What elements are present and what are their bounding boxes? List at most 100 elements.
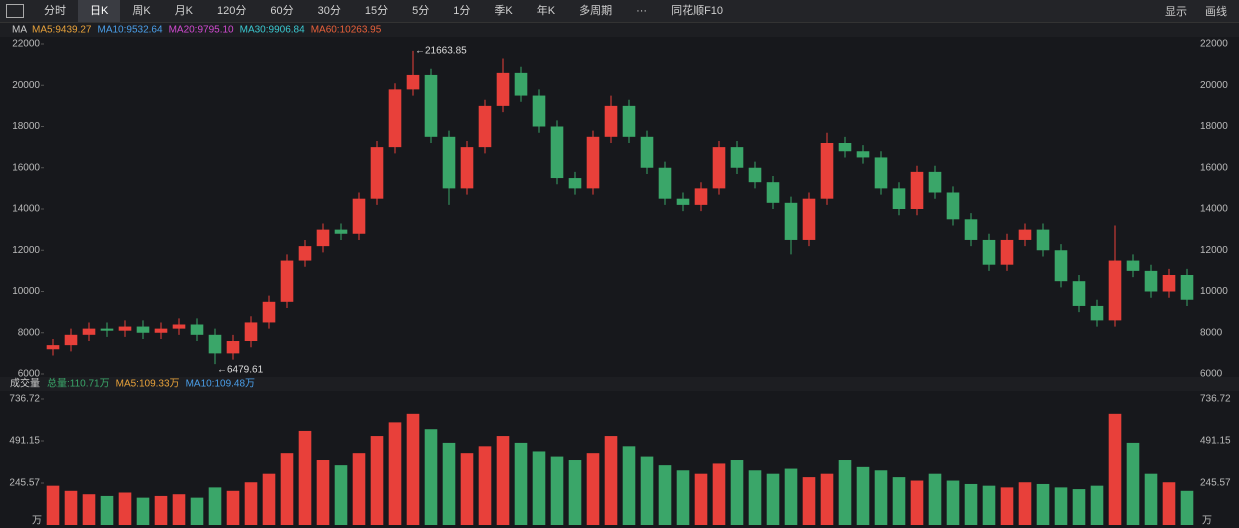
volume-bar	[1108, 413, 1122, 525]
toolbar-button[interactable]: 画线	[1205, 6, 1227, 18]
tab[interactable]: 年K	[536, 5, 556, 17]
volume-bar	[1018, 482, 1032, 525]
extreme-label: ←6479.61	[217, 365, 264, 376]
tab[interactable]: 60分	[270, 5, 294, 17]
candle-body	[100, 328, 114, 331]
volume-bar	[1144, 473, 1158, 525]
candle-body	[136, 326, 150, 333]
volume-bar	[838, 460, 852, 525]
volume-bar	[388, 422, 402, 525]
volume-bar	[1162, 482, 1176, 525]
y-tick-label: 18000	[1200, 121, 1228, 132]
volume-bar	[622, 446, 636, 525]
legend-row	[0, 23, 1239, 37]
sidebar-icon[interactable]	[6, 4, 24, 18]
candle-body	[1018, 229, 1032, 240]
volume-bar	[406, 413, 420, 525]
y-tick-label: 12000	[12, 245, 40, 256]
volume-bar	[1072, 489, 1086, 525]
volume-bar	[802, 477, 816, 525]
volume-bar	[262, 473, 276, 525]
volume-bar	[226, 490, 240, 525]
candle-body	[280, 260, 294, 302]
tab[interactable]: 月K	[174, 5, 194, 17]
volume-bar	[946, 480, 960, 525]
volume-bar	[244, 482, 258, 525]
candle-body	[532, 95, 546, 127]
tab[interactable]: 季K	[494, 5, 513, 17]
candle-body	[1000, 239, 1014, 265]
tab[interactable]: 30分	[317, 5, 341, 17]
toolbar-right: 显示 画线	[1165, 3, 1239, 19]
candle-body	[244, 322, 258, 341]
tab[interactable]: 15分	[364, 5, 389, 17]
unit-label: 万	[32, 516, 42, 527]
volume-bar	[982, 485, 996, 525]
volume-bar	[730, 460, 744, 525]
volume-legend: MA5:109.33万	[116, 379, 180, 390]
volume-bar	[820, 473, 834, 525]
candle-body	[568, 178, 582, 189]
candle-body	[676, 198, 690, 205]
candle-body	[82, 328, 96, 335]
ma-legend: MA20:9795.10	[169, 25, 234, 36]
volume-bar	[100, 495, 114, 525]
tab[interactable]: ···	[636, 5, 648, 17]
volume-bar	[478, 446, 492, 525]
candle-body	[208, 334, 222, 354]
y-tick-label: 736.72	[1200, 394, 1231, 405]
candle-body	[442, 136, 456, 189]
candle-body	[604, 105, 618, 137]
candle-body	[1162, 275, 1176, 292]
volume-bar	[676, 470, 690, 525]
candle-body	[892, 188, 906, 209]
candle-body	[820, 143, 834, 199]
volume-bar	[1180, 490, 1194, 525]
candle-body	[730, 147, 744, 168]
volume-bar	[928, 473, 942, 525]
candle-body	[334, 229, 348, 234]
candle-body	[190, 324, 204, 335]
tab[interactable]: 分时	[44, 5, 66, 17]
candle-body	[838, 143, 852, 152]
volume-bar	[298, 430, 312, 525]
y-tick-label: 16000	[1200, 162, 1228, 173]
toolbar-button[interactable]: 显示	[1165, 6, 1187, 18]
volume-bar	[334, 465, 348, 525]
volume-legend: MA10:109.48万	[186, 379, 256, 390]
volume-bar	[136, 497, 150, 525]
tab[interactable]: 5分	[412, 5, 430, 17]
volume-bar	[766, 473, 780, 525]
y-tick-label: 22000	[12, 39, 40, 50]
volume-bar	[712, 463, 726, 525]
tab[interactable]: 周K	[132, 5, 151, 17]
volume-bar	[856, 466, 870, 525]
volume-bar	[532, 451, 546, 525]
volume-bar	[694, 473, 708, 525]
candle-body	[406, 74, 420, 90]
ma-legend: MA30:9906.84	[240, 25, 305, 36]
candle-body	[1180, 275, 1194, 300]
tab[interactable]: 日K	[78, 0, 121, 22]
volume-bar	[370, 436, 384, 525]
candle-body	[370, 147, 384, 199]
candle-body	[910, 171, 924, 209]
volume-bar	[208, 487, 222, 525]
volume-bar	[460, 453, 474, 525]
tab[interactable]: 同花顺F10	[671, 5, 724, 17]
tab[interactable]: 多周期	[579, 5, 613, 17]
volume-bar	[586, 453, 600, 525]
tab[interactable]: 1分	[453, 5, 471, 17]
chart: MA MA5:9439.27 MA10:9532.64 MA20:9795.10 MA3…	[0, 23, 1239, 527]
volume-bar	[1090, 485, 1104, 525]
volume-bar	[784, 468, 798, 525]
y-tick-label: 20000	[1200, 80, 1228, 91]
candle-body	[424, 74, 438, 137]
candle-body	[874, 157, 888, 189]
candle-body	[1126, 260, 1140, 271]
tab[interactable]: 120分	[217, 5, 247, 17]
y-tick-label: 491.15	[9, 436, 40, 447]
y-tick-label: 6000	[18, 369, 41, 380]
candle-body	[1072, 281, 1086, 306]
